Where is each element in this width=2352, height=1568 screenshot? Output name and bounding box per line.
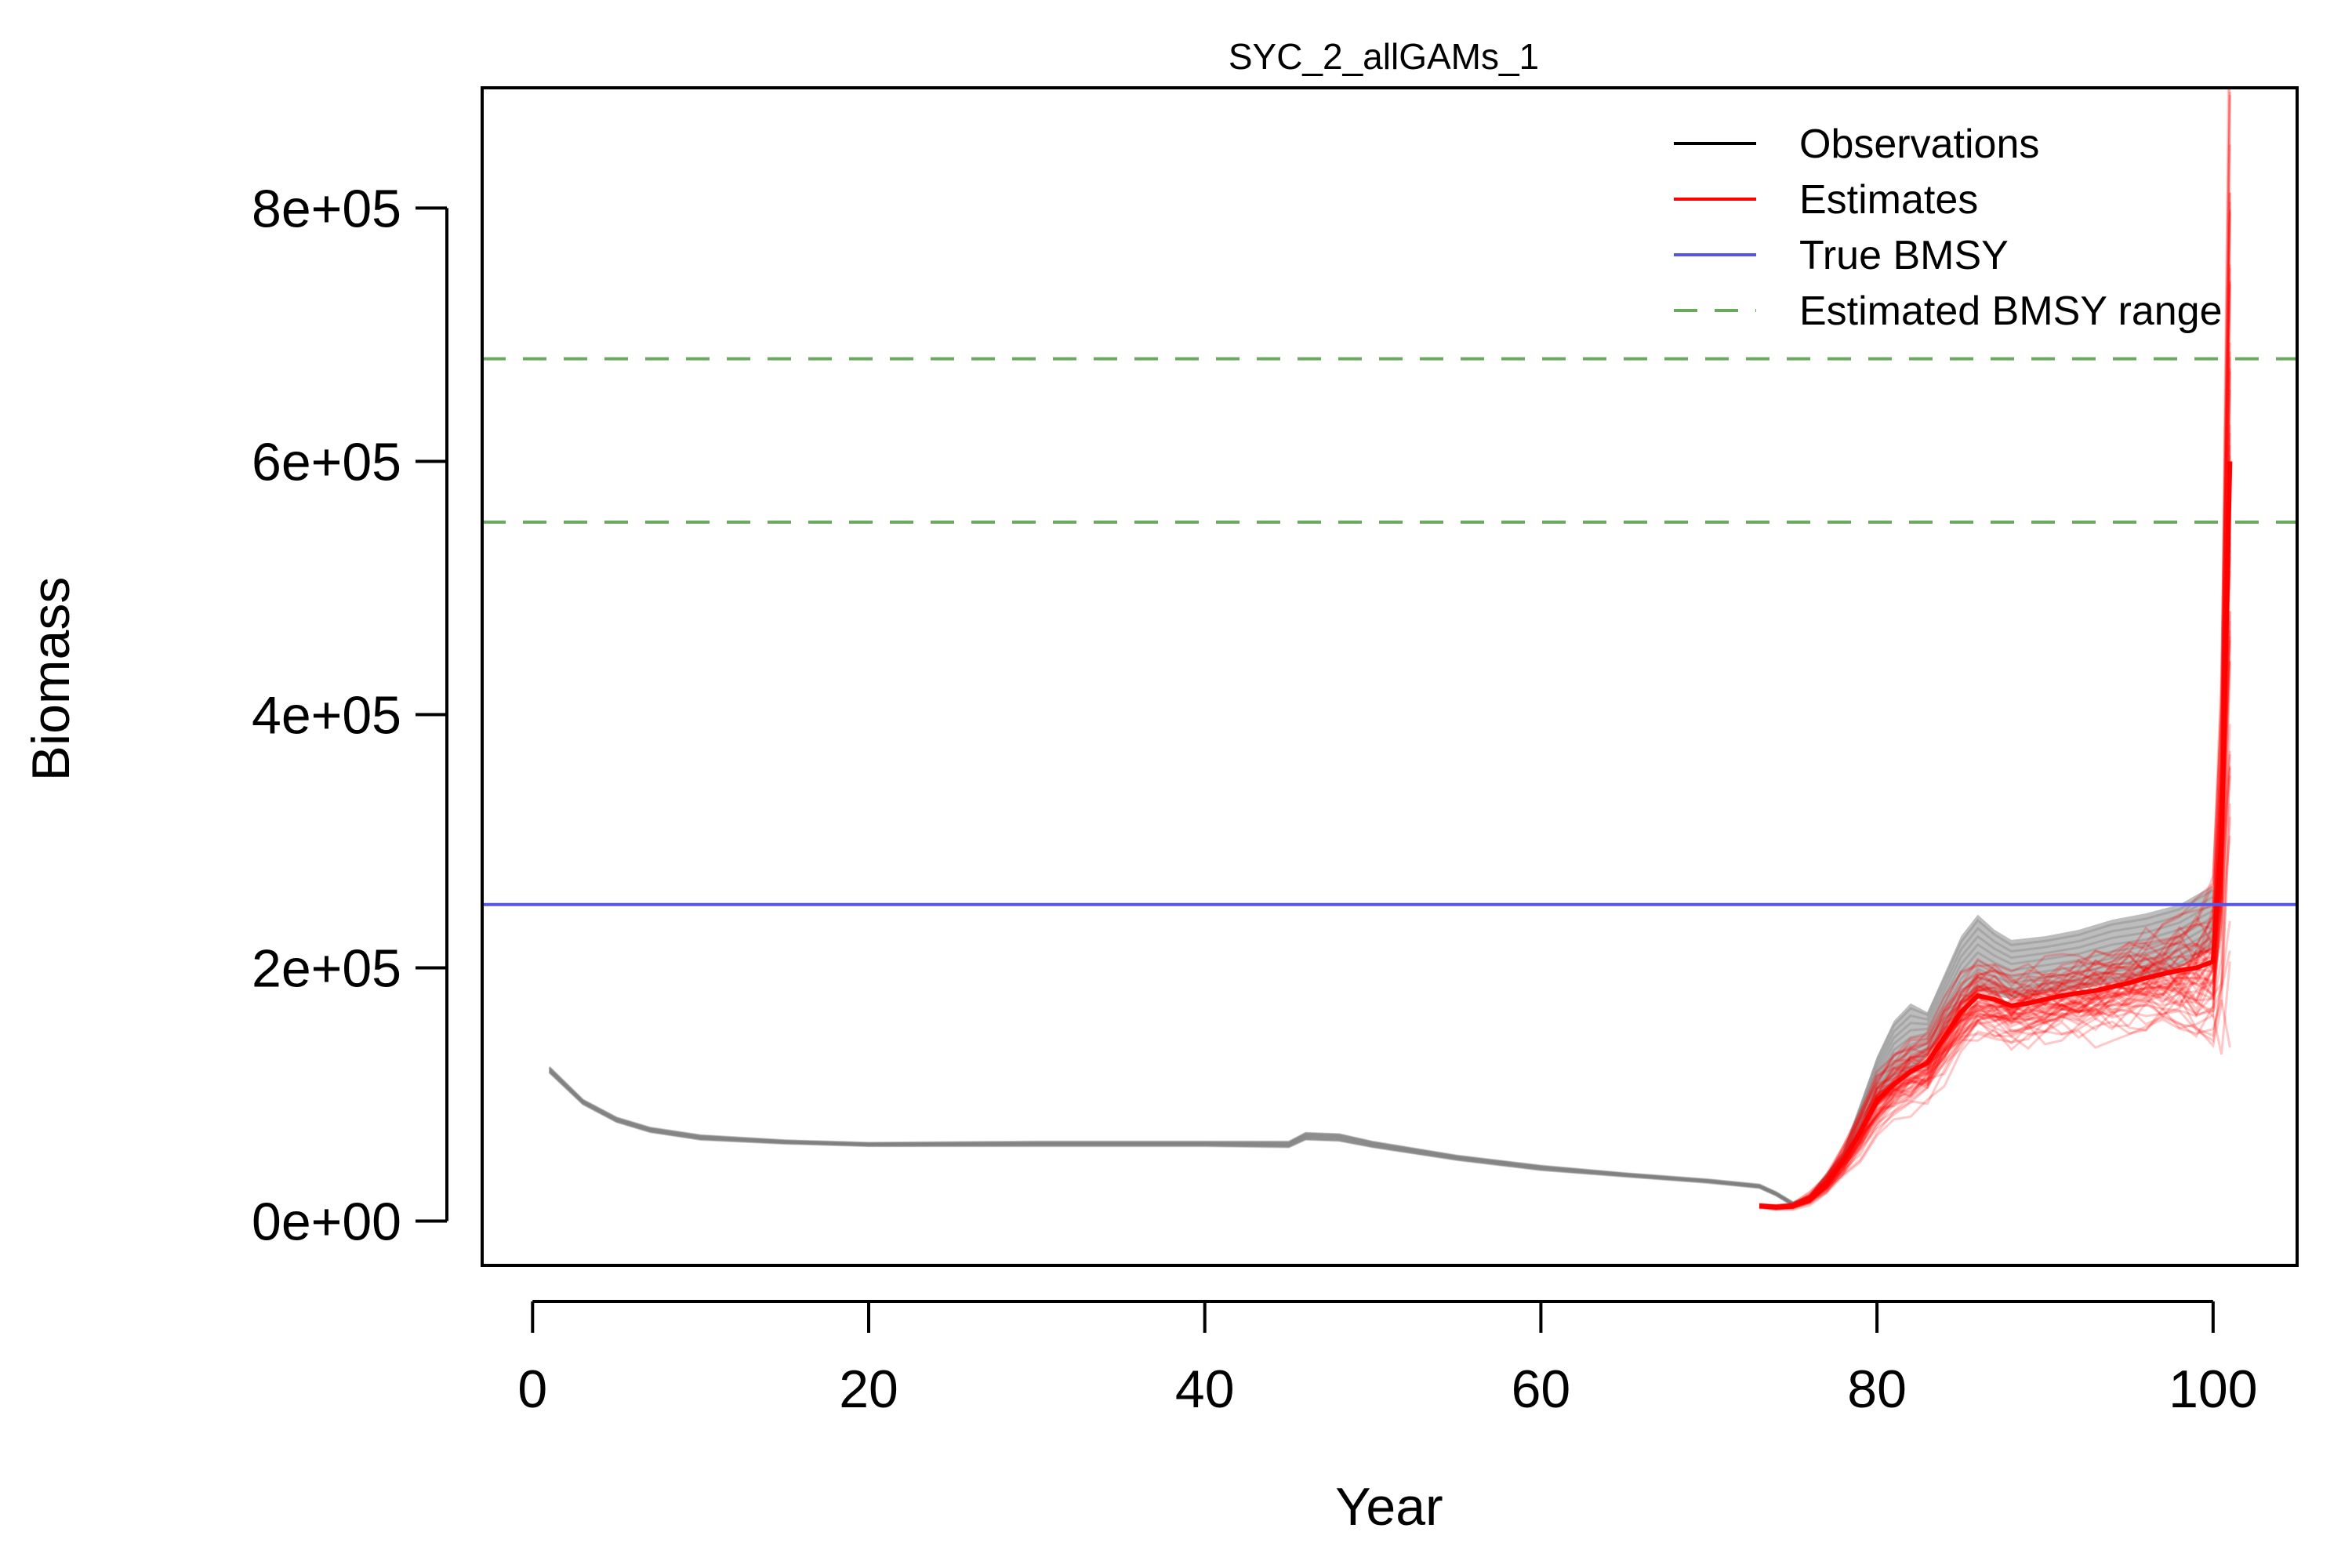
estimate-trajectory xyxy=(1759,542,2231,1208)
estimate-trajectory xyxy=(1759,212,2231,1208)
x-axis-label: Year xyxy=(1335,1477,1443,1537)
x-axis: 0 20 40 60 80 100 xyxy=(517,1300,2258,1419)
plot-frame xyxy=(481,86,2299,1267)
estimate-trajectory xyxy=(1759,88,2230,1207)
estimate-trajectory xyxy=(1759,284,2231,1208)
estimate-trajectory xyxy=(1759,661,2231,1209)
estimate-trajectory xyxy=(1759,144,2231,1208)
observation-trajectory xyxy=(548,902,2214,1205)
observation-trajectory xyxy=(548,942,2214,1207)
observation-trajectory xyxy=(548,936,2214,1207)
estimate-trajectory xyxy=(1759,505,2231,1210)
y-axis: 0e+00 2e+05 4e+05 6e+05 8e+05 xyxy=(252,179,448,1251)
y-tick-label: 2e+05 xyxy=(252,938,401,998)
estimate-trajectory xyxy=(1759,192,2231,1207)
observation-trajectory xyxy=(548,909,2214,1205)
y-tick-label: 8e+05 xyxy=(252,179,401,238)
estimate-trajectory xyxy=(1759,766,2231,1210)
y-tick-label: 6e+05 xyxy=(252,432,401,492)
x-tick-label: 0 xyxy=(517,1359,547,1419)
estimate-trajectory xyxy=(1759,95,2231,1207)
observation-trajectory xyxy=(548,916,2214,1206)
y-tick-label: 4e+05 xyxy=(252,685,401,745)
plot-area xyxy=(482,88,2297,1211)
estimate-trajectory xyxy=(1759,836,2231,1210)
observation-trajectory xyxy=(548,923,2214,1206)
x-tick-label: 60 xyxy=(1512,1359,1571,1419)
plot-content xyxy=(482,88,2297,1211)
estimate-trajectory xyxy=(1759,621,2231,1210)
estimate-trajectory xyxy=(1759,775,2231,1209)
x-tick-label: 100 xyxy=(2169,1359,2257,1419)
x-tick-label: 40 xyxy=(1175,1359,1235,1419)
estimate-trajectory xyxy=(1759,961,2231,1210)
estimate-trajectory xyxy=(1759,193,2231,1209)
estimate-trajectory xyxy=(1759,920,2231,1211)
estimate-trajectory xyxy=(1759,724,2231,1210)
estimate-mean-line xyxy=(1759,461,2233,1210)
observation-trajectory xyxy=(548,889,2214,1204)
estimate-trajectory xyxy=(1759,91,2231,1207)
estimate-trajectory xyxy=(1759,804,2231,1210)
y-axis-label: Biomass xyxy=(21,577,81,782)
observation-trajectory xyxy=(548,929,2214,1207)
legend-entry-label: Estimates xyxy=(1799,177,1978,223)
estimate-trajectory xyxy=(1759,816,2231,1210)
estimate-trajectory xyxy=(1759,264,2231,1207)
estimate-trajectory xyxy=(1759,570,2231,1210)
observation-trajectory xyxy=(548,895,2214,1204)
chart-title: SYC_2_allGAMs_1 xyxy=(1229,36,1539,77)
legend-entry-label: Observations xyxy=(1799,122,2039,167)
x-tick-label: 80 xyxy=(1847,1359,1907,1419)
estimate-trajectory xyxy=(1759,640,2231,1210)
legend: Observations Estimates True BMSY Estimated … xyxy=(1674,122,2223,334)
y-tick-label: 0e+00 xyxy=(252,1192,401,1251)
estimate-trajectory xyxy=(1759,88,2231,1208)
legend-entry-label: True BMSY xyxy=(1799,233,2009,278)
legend-entry-label: Estimated BMSY range xyxy=(1799,289,2223,334)
estimate-trajectory xyxy=(1759,754,2231,1210)
x-tick-label: 20 xyxy=(839,1359,898,1419)
estimate-trajectory xyxy=(1759,999,2231,1211)
estimate-trajectory xyxy=(1759,492,2231,1210)
estimate-trajectory xyxy=(1759,611,2231,1210)
estimate-trajectory xyxy=(1759,950,2231,1210)
